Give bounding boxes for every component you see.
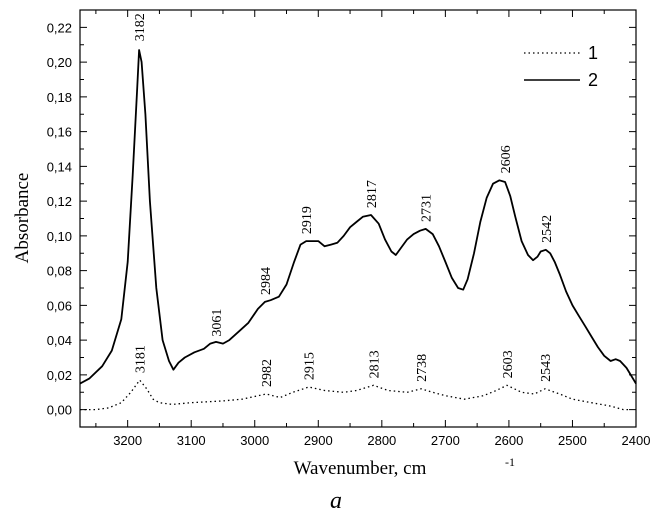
peak-label: 2919: [300, 206, 315, 234]
y-tick-label: 0,18: [47, 90, 72, 105]
peak-label: 3061: [210, 309, 225, 337]
panel-label: a: [330, 488, 342, 514]
peak-label: 2813: [368, 350, 383, 378]
peak-label: 2982: [260, 359, 275, 387]
y-tick-label: 0,16: [47, 125, 72, 140]
peak-label: 2603: [501, 350, 516, 378]
y-tick-label: 0,02: [47, 368, 72, 383]
legend: 1 2: [524, 43, 598, 90]
peak-label: 2543: [539, 354, 554, 382]
y-tick-label: 0,06: [47, 298, 72, 313]
y-axis-title: Absorbance: [12, 173, 33, 264]
series-line-2: [79, 49, 637, 385]
peak-label: 2738: [415, 354, 430, 382]
x-tick-label: 2600: [494, 433, 523, 448]
y-tick-label: 0,14: [47, 159, 72, 174]
x-tick-label: 2900: [304, 433, 333, 448]
y-tick-label: 0,12: [47, 194, 72, 209]
peak-label: 2817: [365, 180, 380, 208]
y-tick-label: 0,04: [47, 333, 72, 348]
x-tick-label: 3000: [240, 433, 269, 448]
x-tick-label: 2700: [431, 433, 460, 448]
x-tick-label: 2500: [558, 433, 587, 448]
x-axis-title-group: Wavenumber, cm -1: [294, 455, 515, 479]
x-tick-label: 3200: [113, 433, 142, 448]
x-tick-label: 3100: [177, 433, 206, 448]
y-tick-label: 0,22: [47, 20, 72, 35]
series-layer: [79, 49, 637, 411]
legend-label-1: 1: [588, 43, 598, 63]
peak-label: 2731: [420, 194, 435, 222]
peak-label: 2606: [499, 145, 514, 173]
y-tick-label: 0,08: [47, 264, 72, 279]
y-tick-label: 0,10: [47, 229, 72, 244]
peak-label: 2542: [540, 215, 555, 243]
y-tick-label: 0,00: [47, 403, 72, 418]
peak-label: 2984: [259, 267, 274, 295]
x-tick-label: 2800: [367, 433, 396, 448]
x-axis-title-superscript: -1: [505, 455, 515, 469]
legend-label-2: 2: [588, 70, 598, 90]
peak-label: 3181: [134, 345, 149, 373]
x-axis-title: Wavenumber, cm: [294, 458, 427, 479]
peak-label: 2915: [303, 352, 318, 380]
series-line-1: [80, 379, 630, 411]
peak-labels: 3182 3061 2984 2919 2817 2731 2606 2542 3181 2982…: [133, 13, 555, 387]
x-tick-label: 2400: [622, 433, 651, 448]
peak-label: 3182: [133, 13, 148, 41]
axis-ticks: [80, 10, 637, 427]
y-tick-label: 0,20: [47, 55, 72, 70]
tick-labels: 3200 3100 3000 2900 2800 2700 2600 2500 2400 0,00…: [47, 20, 651, 448]
